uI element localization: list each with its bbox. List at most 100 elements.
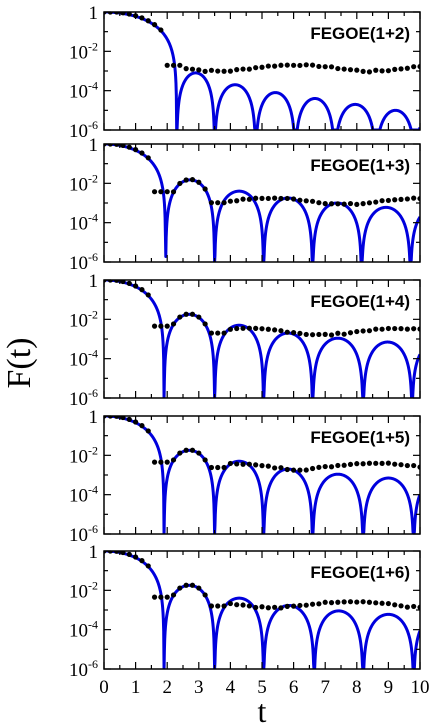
- data-point: [379, 326, 385, 332]
- data-point: [385, 68, 391, 74]
- data-point: [316, 464, 322, 470]
- y-tick-label: 10-4: [69, 347, 98, 371]
- data-point: [208, 464, 215, 471]
- data-point: [202, 592, 208, 598]
- data-point: [183, 311, 189, 317]
- data-point: [240, 196, 246, 202]
- data-point: [139, 150, 145, 156]
- data-point: [328, 464, 335, 470]
- data-point: [322, 463, 328, 470]
- data-point: [309, 62, 316, 68]
- data-point: [341, 66, 347, 72]
- x-tick-label: 2: [162, 677, 172, 698]
- data-point: [234, 325, 240, 332]
- data-point: [240, 461, 246, 467]
- data-point: [234, 602, 240, 608]
- data-point: [227, 198, 233, 204]
- data-point: [120, 416, 126, 421]
- data-point: [328, 201, 335, 207]
- data-point: [183, 582, 189, 588]
- data-point: [265, 326, 271, 332]
- data-point: [170, 189, 177, 195]
- y-tick-label: 1: [89, 271, 99, 292]
- data-point: [316, 331, 322, 338]
- panel-label: FEGOE(1+4): [310, 292, 410, 311]
- x-tick-label: 7: [320, 677, 330, 698]
- data-point: [139, 287, 145, 293]
- data-point: [253, 65, 259, 71]
- y-tick-label: 10-2: [69, 39, 98, 63]
- data-point: [265, 463, 271, 469]
- data-point: [385, 600, 391, 607]
- simulation-curve: [104, 12, 420, 130]
- data-point: [151, 459, 158, 465]
- y-tick-label: 1: [89, 135, 99, 156]
- data-point: [120, 551, 126, 556]
- data-point: [259, 64, 265, 70]
- data-point: [158, 27, 164, 33]
- data-point: [145, 155, 151, 161]
- data-point: [259, 463, 265, 469]
- data-point: [145, 18, 151, 24]
- data-point: [278, 195, 284, 202]
- y-tick-label: 1: [89, 407, 99, 428]
- data-point: [120, 12, 126, 16]
- x-tick-label: 6: [289, 677, 299, 698]
- data-point: [126, 416, 132, 422]
- data-point: [291, 196, 297, 202]
- data-point: [202, 186, 208, 192]
- data-point: [385, 460, 391, 466]
- data-point: [373, 600, 379, 606]
- data-point: [177, 314, 183, 320]
- data-point: [158, 189, 164, 195]
- data-point: [373, 460, 379, 466]
- data-point: [379, 198, 385, 204]
- data-point: [303, 331, 309, 338]
- data-point: [309, 465, 316, 472]
- data-point: [240, 325, 246, 331]
- panel-label: FEGOE(1+3): [310, 156, 410, 175]
- data-point: [291, 603, 297, 609]
- x-tick-label: 3: [194, 677, 204, 698]
- y-tick-label: 10-6: [69, 386, 98, 410]
- panel-1: 1 10-2 10-4 10-6 FEGOE(1+2): [69, 3, 421, 142]
- data-point: [360, 201, 366, 207]
- x-tick-label: 8: [352, 677, 362, 698]
- data-point: [126, 280, 132, 286]
- data-point: [347, 330, 354, 336]
- data-point: [297, 197, 303, 203]
- data-point: [126, 144, 132, 150]
- data-point: [177, 180, 183, 187]
- y-tick-label: 10-2: [69, 171, 98, 195]
- x-axis-title: t: [258, 693, 267, 727]
- data-point: [297, 330, 303, 336]
- data-point: [354, 599, 360, 605]
- data-point: [151, 189, 158, 195]
- data-point: [284, 466, 290, 473]
- y-tick-label: 10-4: [69, 483, 98, 507]
- data-point: [297, 467, 303, 473]
- data-point: [335, 65, 341, 72]
- data-point: [284, 195, 290, 202]
- data-point: [170, 457, 177, 463]
- data-point: [303, 467, 309, 473]
- data-point: [322, 201, 328, 207]
- data-point: [366, 460, 373, 466]
- data-point: [227, 600, 233, 607]
- data-point: [316, 63, 322, 70]
- data-point: [227, 326, 233, 332]
- data-dots: [104, 551, 420, 611]
- data-point: [215, 200, 221, 206]
- data-point: [360, 68, 366, 74]
- data-dots: [104, 416, 420, 473]
- data-point: [297, 602, 303, 609]
- data-point: [404, 604, 410, 610]
- data-point: [392, 66, 398, 72]
- data-point: [303, 198, 309, 204]
- data-point: [404, 326, 410, 332]
- data-point: [189, 582, 196, 588]
- data-point: [120, 280, 126, 285]
- panel-label: FEGOE(1+5): [310, 428, 410, 447]
- data-point: [265, 195, 271, 202]
- y-tick-label: 10-6: [69, 522, 98, 546]
